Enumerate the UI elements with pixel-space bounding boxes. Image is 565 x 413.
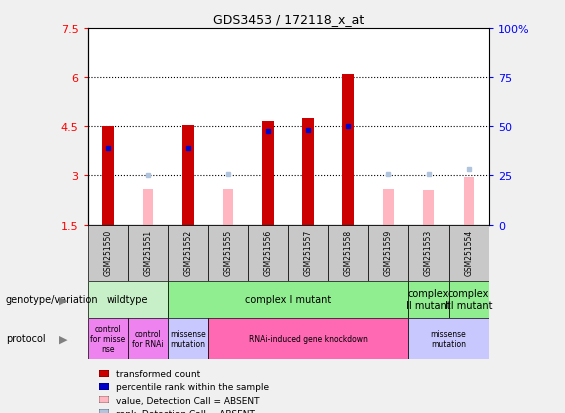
Bar [208,318,408,359]
Text: GSM251557: GSM251557 [304,230,312,276]
Bar [128,225,168,281]
Text: transformed count: transformed count [116,369,200,378]
Text: ▶: ▶ [59,334,68,344]
Bar [88,225,128,281]
Bar [463,178,474,225]
Text: rank, Detection Call = ABSENT: rank, Detection Call = ABSENT [116,409,255,413]
Text: GSM251551: GSM251551 [144,230,152,275]
Text: GSM251558: GSM251558 [344,230,353,275]
Text: GSM251552: GSM251552 [184,230,192,275]
Text: ▶: ▶ [59,294,68,304]
Text: control
for RNAi: control for RNAi [132,329,163,348]
Bar [408,281,449,318]
Text: complex I mutant: complex I mutant [245,294,331,304]
Bar [449,225,489,281]
Bar [88,318,128,359]
Text: control
for misse
nse: control for misse nse [90,324,125,354]
Bar [168,225,208,281]
Text: complex
II mutant: complex II mutant [406,289,451,310]
Bar [248,225,288,281]
Text: GSM251553: GSM251553 [424,230,433,276]
Text: genotype/variation: genotype/variation [6,294,98,304]
Bar [223,189,233,225]
Text: wildtype: wildtype [107,294,149,304]
Text: RNAi-induced gene knockdown: RNAi-induced gene knockdown [249,334,368,343]
Bar [449,281,489,318]
Text: GSM251555: GSM251555 [224,230,232,276]
Bar [383,189,394,225]
Text: value, Detection Call = ABSENT: value, Detection Call = ABSENT [116,396,259,405]
Text: percentile rank within the sample: percentile rank within the sample [116,382,269,392]
Bar [168,318,208,359]
Bar [342,75,354,225]
Bar [102,126,114,225]
Text: GSM251559: GSM251559 [384,230,393,276]
Text: missense
mutation: missense mutation [431,329,467,348]
Text: GSM251556: GSM251556 [264,230,272,276]
Text: complex
III mutant: complex III mutant [445,289,493,310]
Bar [182,126,194,225]
Text: protocol: protocol [6,334,45,344]
Text: missense
mutation: missense mutation [170,329,206,348]
Text: GSM251550: GSM251550 [103,230,112,276]
Bar [142,189,153,225]
Bar [368,225,408,281]
Bar [328,225,368,281]
Bar [302,119,314,225]
Bar [408,318,489,359]
Title: GDS3453 / 172118_x_at: GDS3453 / 172118_x_at [212,13,364,26]
Bar [168,281,408,318]
Bar [288,225,328,281]
Bar [262,122,274,225]
Bar [128,318,168,359]
Bar [88,281,168,318]
Bar [208,225,248,281]
Text: GSM251554: GSM251554 [464,230,473,276]
Bar [423,191,434,225]
Bar [408,225,449,281]
